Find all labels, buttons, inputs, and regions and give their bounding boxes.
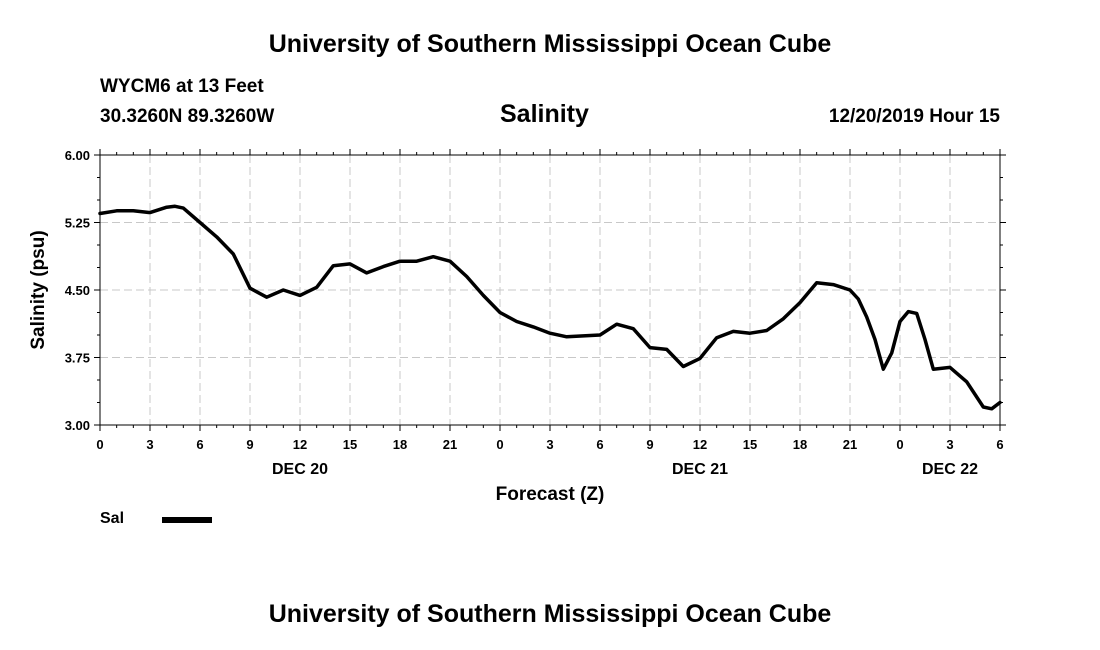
header-title-top: University of Southern Mississippi Ocean… (268, 30, 832, 58)
x-tick-label: 6 (596, 437, 603, 452)
x-tick-label: 3 (146, 437, 153, 452)
x-axis-label: Forecast (Z) (496, 484, 605, 505)
x-tick-label: 6 (996, 437, 1003, 452)
x-tick-label: 15 (343, 437, 357, 452)
series-layer (98, 204, 1002, 411)
x-tick-label: 9 (646, 437, 653, 452)
x-tick-label: 0 (96, 437, 103, 452)
y-axis-label: Salinity (psu) (28, 230, 49, 349)
chart-title: Salinity (500, 100, 589, 128)
x-tick-label: 3 (546, 437, 553, 452)
day-label: DEC 22 (922, 461, 978, 478)
legend-label: Sal (100, 510, 125, 527)
plot-frame (99, 154, 1001, 426)
header-title-bottom: University of Southern Mississippi Ocean… (268, 600, 832, 628)
y-tick-label: 3.75 (65, 351, 90, 366)
station-coordinates: 30.3260N 89.3260W (100, 106, 275, 127)
y-tick-label: 6.00 (65, 148, 90, 163)
x-tick-label: 9 (246, 437, 253, 452)
x-tick-label: 15 (743, 437, 757, 452)
x-tick-label: 3 (946, 437, 953, 452)
x-tick-label: 21 (843, 437, 857, 452)
x-tick-label: 12 (693, 437, 707, 452)
x-tick-label: 21 (443, 437, 457, 452)
x-tick-label: 6 (196, 437, 203, 452)
grid-layer (100, 155, 1000, 425)
forecast-timestamp: 12/20/2019 Hour 15 (828, 106, 1000, 127)
y-tick-label: 4.50 (65, 283, 90, 298)
x-tick-label: 0 (896, 437, 903, 452)
day-label: DEC 21 (672, 461, 728, 478)
y-tick-label: 5.25 (65, 216, 90, 231)
series-line-sal (98, 204, 1002, 411)
x-tick-label: 18 (393, 437, 407, 452)
label-layer: 6.00 5.25 4.50 3.75 3.00 0 3 6 9 12 15 18 21 0 3 6 9 12 15… (65, 148, 1004, 478)
legend-line-swatch (162, 517, 212, 523)
x-tick-label: 18 (793, 437, 807, 452)
y-tick-label: 3.00 (65, 418, 90, 433)
x-tick-label: 12 (293, 437, 307, 452)
x-tick-label: 0 (496, 437, 503, 452)
day-label: DEC 20 (272, 461, 328, 478)
station-name: WYCM6 at 13 Feet (100, 76, 264, 97)
